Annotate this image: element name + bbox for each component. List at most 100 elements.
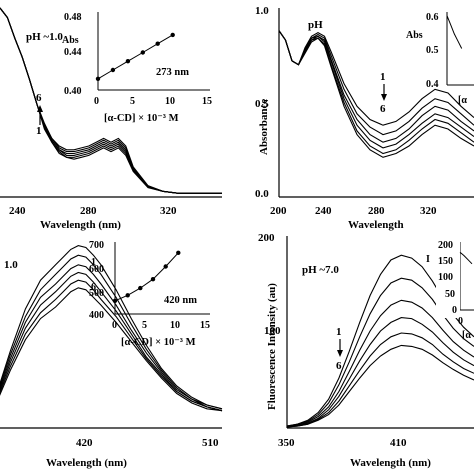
bl-xtick-label: 510 [202, 437, 219, 449]
bl-series-line-6 [0, 287, 223, 412]
tl-x-axis-title: Wavelength (nm) [40, 219, 121, 231]
tl-inset-point [155, 41, 160, 46]
tr-ph-label: pH [308, 19, 323, 31]
br-inset-ytick: 200 [438, 240, 453, 251]
tl-inset-point [125, 59, 131, 64]
bl-inset-ytick: 700 [89, 240, 104, 251]
tr-inset-ytick: 0.4 [426, 79, 439, 90]
bl-inset-xtick: 0 [112, 320, 117, 331]
tl-inset-xtick: 10 [165, 96, 175, 107]
tr-inset-fit-line [446, 15, 463, 49]
tr-series-line-6 [278, 30, 474, 158]
bl-inset-xtick: 15 [200, 320, 210, 331]
bl-x-axis-title: Wavelength (nm) [46, 457, 127, 469]
tl-inset-wavelength-label: 273 nm [156, 67, 189, 78]
tl-inset-point [95, 76, 101, 82]
bl-ph-label: 1.0 [4, 259, 18, 271]
bl-inset-point [125, 293, 130, 298]
tr-series-group [278, 30, 474, 158]
panel-top-left: 240 280 320 Wavelength (nm) pH ~1.0 6 1 … [0, 7, 222, 231]
tr-inset-y-title: Abs [406, 30, 423, 41]
bl-inset-ytick: 500 [89, 288, 104, 299]
br-inset-ytick: 0 [452, 305, 457, 316]
bl-series-group [0, 245, 223, 412]
tl-inset-xtick: 0 [94, 96, 99, 107]
tl-inset-y-title: Abs [62, 35, 79, 46]
bl-inset-fit-line [114, 252, 179, 302]
br-inset-ytick: 100 [438, 272, 453, 283]
br-inset-y-title: I [426, 254, 430, 265]
br-series-line-4 [286, 317, 474, 428]
tr-curve-label-1: 1 [380, 71, 386, 83]
br-x-axis-title: Wavelength (nm) [350, 457, 431, 469]
tl-inset: 0.48 0.44 0.40 Abs 0 5 10 15 [α-CD] × 10… [62, 12, 212, 124]
tr-inset-ytick: 0.5 [426, 45, 439, 56]
bl-series-line-1 [0, 245, 223, 410]
br-ytick-label: 100 [264, 325, 281, 337]
bl-inset-point [138, 285, 143, 291]
tl-inset-point [170, 32, 175, 38]
br-inset-xtick: 0 [458, 316, 463, 327]
tr-inset-ytick: 0.6 [426, 12, 439, 23]
bl-inset-point [163, 264, 168, 269]
bl-inset-ytick: 600 [89, 264, 104, 275]
tl-inset-plot [95, 32, 175, 82]
bl-series-line-2 [0, 254, 223, 410]
tr-y-axis-title: Absorbance [258, 99, 270, 155]
tr-curve-label-6: 6 [380, 103, 386, 115]
tl-xtick-label: 280 [80, 205, 97, 217]
br-inset-plot [459, 251, 473, 265]
tr-ytick-label: 0.0 [255, 188, 269, 200]
br-inset-label-backdrop [436, 238, 460, 318]
br-series-line-5 [286, 332, 474, 428]
br-series-line-3 [286, 299, 474, 427]
tl-xtick-label: 240 [9, 205, 26, 217]
br-inset-x-title: [α [462, 330, 471, 341]
bl-series-line-3 [0, 264, 223, 412]
bl-inset-ytick: 400 [89, 310, 104, 321]
br-arrow-head [337, 350, 343, 357]
bl-inset-wavelength-label: 420 nm [164, 295, 197, 306]
panel-bottom-right: 200 100 Fluorescence Intensity (au) 350 … [258, 232, 474, 469]
bl-curve-label-6: 6 [91, 282, 96, 293]
bl-inset-xtick: 5 [142, 320, 147, 331]
bl-curve-label-1: 1 [91, 257, 96, 268]
tr-xtick-label: 280 [368, 205, 385, 217]
panel-bottom-left: 420 510 Wavelength (nm) 1.0 1 6 700 600 … [0, 240, 223, 469]
bl-inset-plot [112, 250, 181, 303]
tl-series-group [0, 7, 222, 194]
tr-xtick-label: 200 [270, 205, 287, 217]
br-inset-ytick: 150 [438, 256, 453, 267]
tl-inset-fit-line [97, 34, 173, 80]
tr-inset: 0.6 0.5 0.4 Abs [α [406, 12, 474, 106]
br-ytick-label: 200 [258, 232, 275, 244]
tl-inset-x-title: [α-CD] × 10⁻³ M [104, 113, 179, 124]
tl-series-line-6 [0, 7, 222, 194]
bl-inset: 700 600 500 400 0 5 10 15 [α-CD] × 10⁻³ … [89, 240, 210, 348]
tr-xtick-label: 320 [420, 205, 437, 217]
tr-inset-x-title: [α [458, 95, 467, 106]
br-inset-ytick: 50 [445, 289, 455, 300]
br-curve-label-6: 6 [336, 360, 342, 372]
tl-curve-label-6: 6 [36, 92, 42, 104]
br-inset: 200 150 100 50 0 I 0 [α [426, 238, 474, 341]
bl-inset-x-title: [α-CD] × 10⁻³ M [121, 337, 196, 348]
bl-inset-point [112, 298, 118, 303]
br-series-line-6 [286, 344, 474, 428]
tr-xtick-label: 240 [315, 205, 332, 217]
bl-inset-xtick: 10 [170, 320, 180, 331]
tr-ytick-label: 1.0 [255, 5, 269, 17]
br-y-axis-title: Fluorescence Intensity (au) [266, 283, 278, 410]
bl-inset-point [150, 277, 156, 282]
bl-xtick-label: 420 [76, 437, 93, 449]
tl-arrow-head [37, 105, 43, 112]
tl-inset-xtick: 15 [202, 96, 212, 107]
tr-inset-plot [446, 15, 463, 49]
tl-curve-label-1: 1 [36, 125, 42, 137]
br-inset-fit-line [459, 251, 473, 265]
br-ph-label: pH ~7.0 [302, 264, 339, 276]
tr-x-axis-title: Wavelength [348, 219, 404, 231]
br-curve-label-1: 1 [336, 326, 342, 338]
tl-xtick-label: 320 [160, 205, 177, 217]
